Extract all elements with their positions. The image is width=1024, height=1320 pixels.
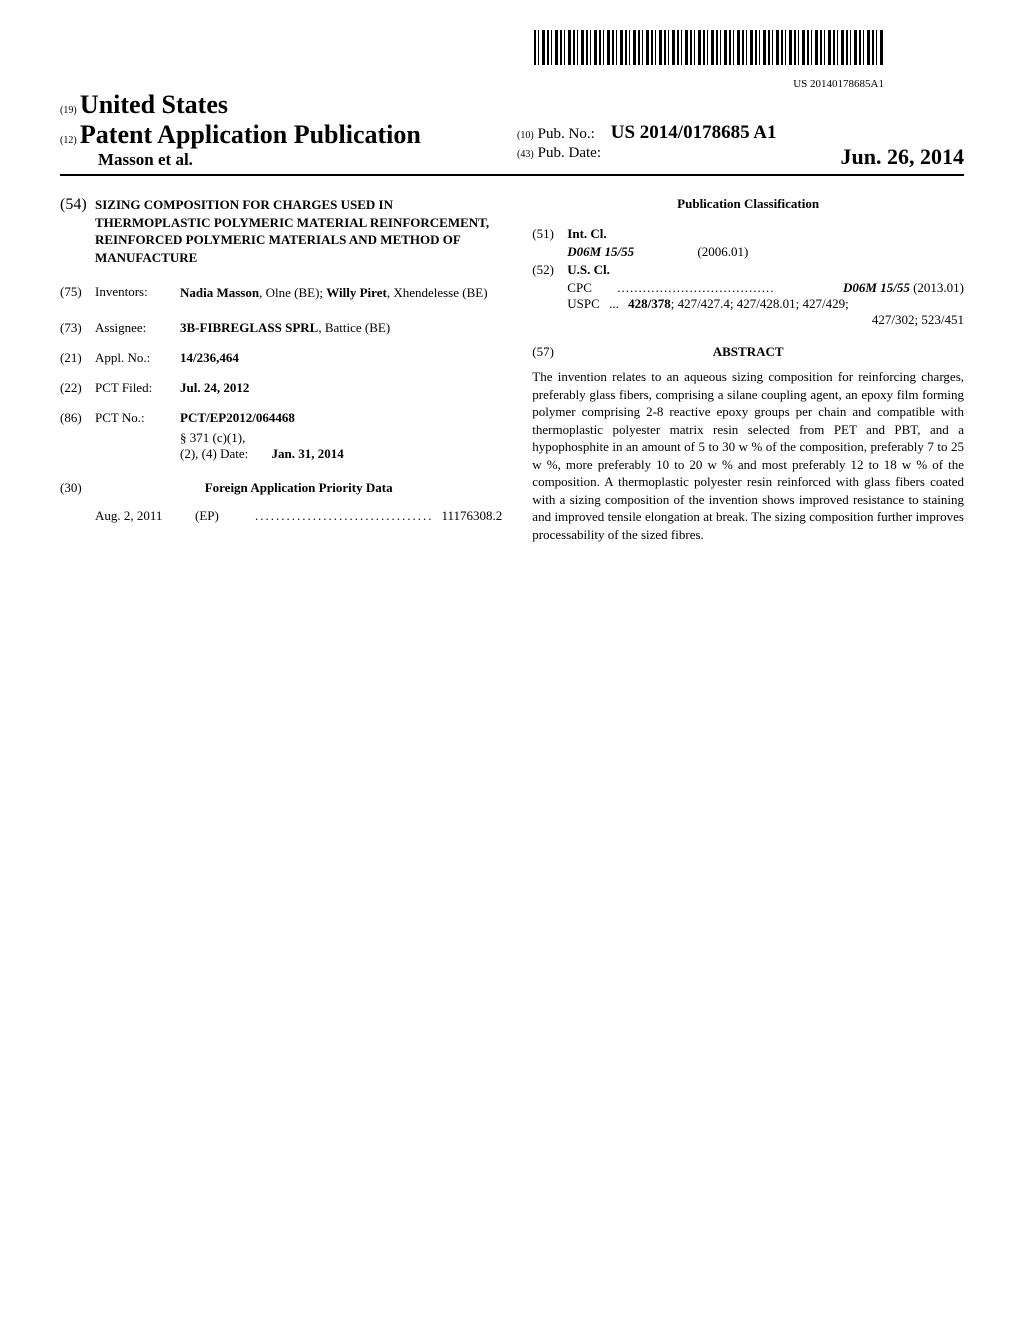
pct-filed-num: (22) xyxy=(60,380,95,396)
appl-no-value: 14/236,464 xyxy=(180,350,502,366)
uspc-label: USPC xyxy=(567,296,600,311)
pub-type-line: (12) Patent Application Publication xyxy=(60,120,507,150)
uspc-primary: 428/378 xyxy=(622,296,671,311)
foreign-country: (EP) xyxy=(195,508,255,524)
pct-no-field: (86) PCT No.: PCT/EP2012/064468 xyxy=(60,410,502,426)
pub-date-label: Pub. Date: xyxy=(538,145,601,161)
inventor-2-loc: , Xhendelesse (BE) xyxy=(387,285,488,300)
pub-no-line: (10) Pub. No.: US 2014/0178685 A1 xyxy=(517,122,964,144)
cpc-year: (2013.01) xyxy=(910,280,964,295)
barcode-graphic xyxy=(534,30,884,65)
barcode-section xyxy=(60,30,964,70)
pub-date-num: (43) xyxy=(517,149,534,160)
inventors-num: (75) xyxy=(60,284,95,302)
section-371: § 371 (c)(1), (2), (4) Date: Jan. 31, 20… xyxy=(60,430,502,462)
pct-filed-label: PCT Filed: xyxy=(95,380,180,396)
pct-filed-value: Jul. 24, 2012 xyxy=(180,380,502,396)
country-name: United States xyxy=(80,90,228,119)
country-num: (19) xyxy=(60,105,77,116)
us-cl-row: (52) U.S. Cl. xyxy=(532,262,964,278)
assignee-loc: , Battice (BE) xyxy=(318,320,390,335)
document-header: (19) United States (12) Patent Applicati… xyxy=(60,90,964,176)
pub-no-value: US 2014/0178685 A1 xyxy=(599,122,777,143)
appl-no-field: (21) Appl. No.: 14/236,464 xyxy=(60,350,502,366)
section-371-label: § 371 (c)(1), xyxy=(180,430,502,446)
pct-no-label: PCT No.: xyxy=(95,410,180,426)
appl-no-label: Appl. No.: xyxy=(95,350,180,366)
foreign-priority-section: (30) Foreign Application Priority Data A… xyxy=(60,480,502,524)
cpc-label: CPC xyxy=(567,280,617,296)
int-cl-label: Int. Cl. xyxy=(567,226,606,242)
authors-line: Masson et al. xyxy=(60,150,507,170)
pub-date-value: Jun. 26, 2014 xyxy=(841,144,964,170)
abstract-label: ABSTRACT xyxy=(567,344,964,360)
assignee-value: 3B-FIBREGLASS SPRL, Battice (BE) xyxy=(180,320,502,336)
pub-date-line: (43) Pub. Date: Jun. 26, 2014 xyxy=(517,144,964,170)
int-cl-num: (51) xyxy=(532,226,567,242)
foreign-num: (30) xyxy=(60,480,95,508)
uspc-continuation: 427/302; 523/451 xyxy=(532,312,964,328)
us-cl-label: U.S. Cl. xyxy=(567,262,610,278)
inventor-2: Willy Piret xyxy=(326,285,387,300)
int-cl-code-row: D06M 15/55 (2006.01) xyxy=(532,244,964,260)
pct-no-value: PCT/EP2012/064468 xyxy=(180,410,502,426)
cpc-dots: ..................................... xyxy=(617,280,843,296)
int-cl-row: (51) Int. Cl. xyxy=(532,226,964,242)
title-num: (54) xyxy=(60,196,95,266)
pub-type: Patent Application Publication xyxy=(80,120,421,149)
appl-no-num: (21) xyxy=(60,350,95,366)
abstract-header: (57) ABSTRACT xyxy=(532,344,964,360)
barcode-number: US 20140178685A1 xyxy=(60,78,964,90)
assignee-label: Assignee: xyxy=(95,320,180,336)
assignee-num: (73) xyxy=(60,320,95,336)
foreign-priority-row: Aug. 2, 2011 (EP) ......................… xyxy=(60,508,502,524)
int-cl-code: D06M 15/55 xyxy=(567,244,634,259)
section-371-date: Jan. 31, 2014 xyxy=(251,446,343,461)
uspc-rest: ; 427/427.4; 427/428.01; 427/429; xyxy=(671,296,849,311)
title-field: (54) SIZING COMPOSITION FOR CHARGES USED… xyxy=(60,196,502,266)
classification-header: Publication Classification xyxy=(532,196,964,212)
assignee-name: 3B-FIBREGLASS SPRL xyxy=(180,320,318,335)
inventors-text: Nadia Masson, Olne (BE); Willy Piret, Xh… xyxy=(180,284,488,302)
section-371-date-label: (2), (4) Date: xyxy=(180,446,248,461)
header-right: (10) Pub. No.: US 2014/0178685 A1 (43) P… xyxy=(507,122,964,170)
foreign-header: Foreign Application Priority Data xyxy=(95,480,502,496)
inventor-1: Nadia Masson xyxy=(180,285,259,300)
country-line: (19) United States xyxy=(60,90,507,120)
abstract-text: The invention relates to an aqueous sizi… xyxy=(532,368,964,543)
foreign-date: Aug. 2, 2011 xyxy=(95,508,195,524)
pub-no-label: Pub. No.: xyxy=(538,126,595,142)
cpc-value: D06M 15/55 (2013.01) xyxy=(843,280,964,296)
inventors-field: (75) Inventors: Nadia Masson, Olne (BE);… xyxy=(60,284,502,302)
int-cl-year: (2006.01) xyxy=(637,244,748,259)
content-area: (54) SIZING COMPOSITION FOR CHARGES USED… xyxy=(60,196,964,543)
patent-title: SIZING COMPOSITION FOR CHARGES USED IN T… xyxy=(95,196,502,266)
pct-no-num: (86) xyxy=(60,410,95,426)
inventor-1-loc: , Olne (BE); xyxy=(259,285,326,300)
cpc-code: D06M 15/55 xyxy=(843,280,910,295)
cpc-row: CPC ....................................… xyxy=(532,280,964,296)
abstract-num: (57) xyxy=(532,344,567,360)
uspc-row: USPC ... 428/378; 427/427.4; 427/428.01;… xyxy=(532,296,964,312)
header-left: (19) United States (12) Patent Applicati… xyxy=(60,90,507,170)
pub-no-num: (10) xyxy=(517,130,534,141)
left-column: (54) SIZING COMPOSITION FOR CHARGES USED… xyxy=(60,196,502,543)
foreign-app-num: 11176308.2 xyxy=(434,508,503,524)
right-column: Publication Classification (51) Int. Cl.… xyxy=(532,196,964,543)
pct-filed-field: (22) PCT Filed: Jul. 24, 2012 xyxy=(60,380,502,396)
foreign-dots: .................................. xyxy=(255,508,434,524)
assignee-field: (73) Assignee: 3B-FIBREGLASS SPRL, Batti… xyxy=(60,320,502,336)
section-371-date-row: (2), (4) Date: Jan. 31, 2014 xyxy=(180,446,502,462)
us-cl-num: (52) xyxy=(532,262,567,278)
inventors-label: Inventors: xyxy=(95,284,180,302)
pub-type-num: (12) xyxy=(60,135,77,146)
